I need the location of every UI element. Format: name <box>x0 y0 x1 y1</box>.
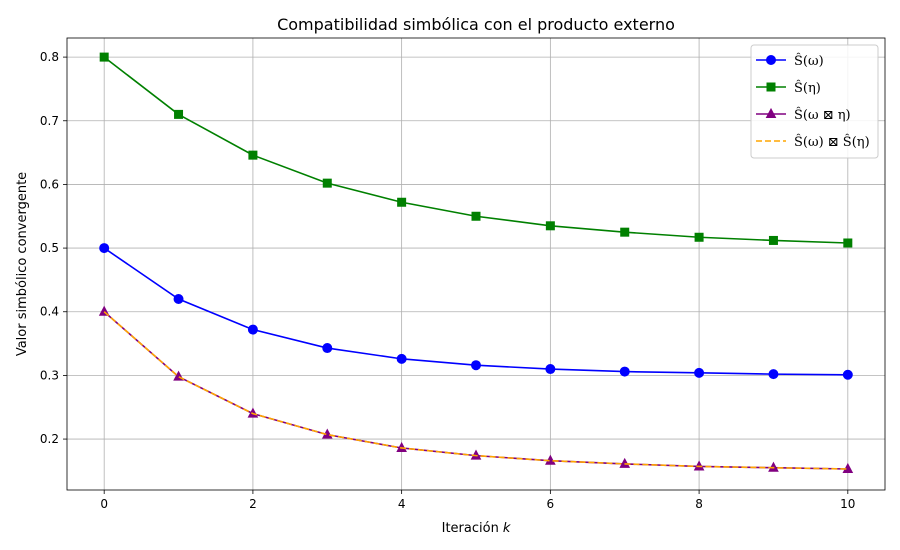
data-point <box>322 178 332 188</box>
data-point <box>619 366 630 377</box>
y-tick-label: 0.4 <box>40 305 59 319</box>
legend-box <box>750 44 879 159</box>
legend-marker <box>766 82 776 92</box>
data-point <box>471 360 481 371</box>
series-layer <box>98 52 854 473</box>
legend-entry: Ŝ(ω ⊠ η) <box>756 106 851 123</box>
series-4 <box>103 311 848 470</box>
data-point <box>397 197 407 207</box>
plot-area-frame <box>66 37 886 491</box>
data-point <box>396 353 407 364</box>
data-point <box>99 243 110 254</box>
y-tick-label: 0.8 <box>40 50 59 64</box>
data-point <box>694 232 704 242</box>
data-point <box>620 227 630 237</box>
legend-entry: Ŝ(η) <box>756 79 821 96</box>
legend-label: Ŝ(ω ⊠ η) <box>794 106 851 123</box>
x-tick-label: 2 <box>249 497 257 511</box>
x-axis-label-variable: k <box>503 521 511 536</box>
x-axis-label: Iteración k <box>442 521 511 536</box>
data-point <box>694 367 705 378</box>
data-point <box>545 364 556 375</box>
axis-ticks: 0 2 4 6 8 10 0.2 0.3 0.4 0.5 0.6 0.7 0.8 <box>40 50 856 511</box>
legend: Ŝ(ω) Ŝ(η) Ŝ(ω ⊠ η) Ŝ(ω) ⊠ Ŝ(η) <box>750 44 879 159</box>
data-point <box>545 221 555 231</box>
legend-label: Ŝ(η) <box>794 79 821 96</box>
legend-marker <box>766 55 776 65</box>
y-tick-label: 0.3 <box>40 368 59 382</box>
x-axis-label-text: Iteración <box>442 521 499 536</box>
grid <box>67 38 885 490</box>
legend-marker <box>765 107 777 118</box>
legend-label: Ŝ(ω) ⊠ Ŝ(η) <box>794 133 870 150</box>
legend-entry: Ŝ(ω) ⊠ Ŝ(η) <box>756 133 870 150</box>
x-tick-label: 8 <box>695 497 703 511</box>
data-point <box>247 324 258 335</box>
series-1 <box>99 243 853 380</box>
data-point <box>843 238 853 248</box>
series-line <box>103 311 848 470</box>
data-point <box>173 294 184 305</box>
data-point <box>768 235 778 245</box>
legend-entry: Ŝ(ω) <box>756 52 824 69</box>
data-point <box>322 343 333 354</box>
chart-title: Compatibilidad simbólica con el producto… <box>277 15 675 34</box>
y-tick-label: 0.2 <box>40 432 59 446</box>
y-tick-label: 0.6 <box>40 177 59 191</box>
data-point <box>248 150 258 160</box>
data-point <box>768 369 779 380</box>
x-tick-label: 6 <box>547 497 555 511</box>
data-point <box>99 52 109 62</box>
series-2 <box>99 52 853 248</box>
legend-label: Ŝ(ω) <box>794 52 824 69</box>
data-point <box>174 109 184 119</box>
y-axis-label: Valor simbólico convergente <box>15 172 30 356</box>
data-point <box>471 211 481 221</box>
x-tick-label: 10 <box>840 497 855 511</box>
y-tick-label: 0.5 <box>40 241 59 255</box>
y-tick-label: 0.7 <box>40 114 59 128</box>
data-point <box>842 369 853 380</box>
x-tick-label: 4 <box>398 497 406 511</box>
x-tick-label: 0 <box>100 497 108 511</box>
